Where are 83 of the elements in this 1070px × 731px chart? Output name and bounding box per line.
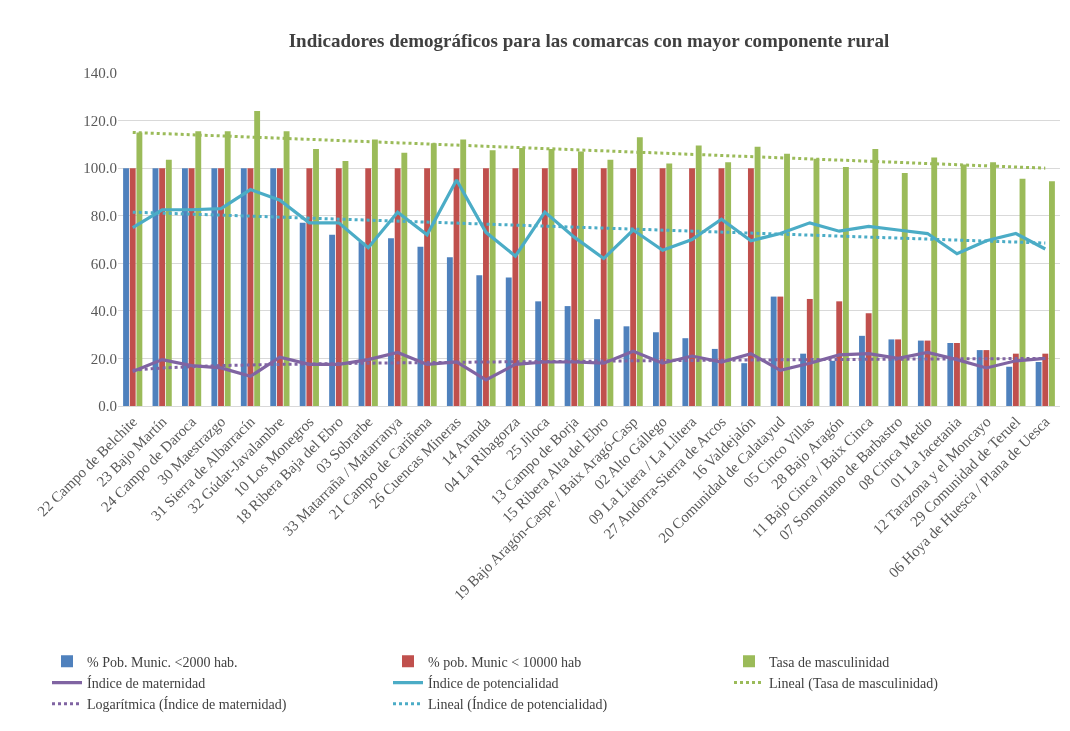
- legend-label: Lineal (Índice de potencialidad): [428, 696, 608, 714]
- bar: [270, 168, 277, 406]
- bar: [895, 339, 902, 406]
- legend-label: % pob. Munic < 10000 hab: [428, 654, 582, 670]
- bar: [181, 168, 188, 406]
- bar: [159, 168, 166, 406]
- bar: [800, 353, 807, 406]
- bar: [129, 168, 136, 406]
- bar: [564, 306, 571, 406]
- bar: [888, 339, 895, 406]
- legend-label: Lineal (Tasa de masculinidad): [769, 676, 939, 693]
- bar: [607, 159, 614, 406]
- legend-label: % Pob. Munic. <2000 hab.: [87, 654, 238, 670]
- legend-label: Tasa de masculinidad: [769, 654, 890, 670]
- bar: [806, 298, 813, 406]
- bar: [571, 168, 578, 406]
- bar: [777, 296, 784, 406]
- bar: [865, 313, 872, 406]
- y-tick-label: 20.0: [90, 350, 117, 367]
- bar: [630, 168, 637, 406]
- bar: [329, 234, 336, 406]
- line-series: [131, 178, 1047, 261]
- bar: [535, 301, 542, 406]
- bar: [335, 168, 342, 406]
- bar: [401, 152, 408, 406]
- bar: [306, 168, 313, 406]
- bar: [1042, 353, 1049, 406]
- bar: [689, 168, 695, 406]
- bar: [299, 222, 306, 406]
- bar: [313, 149, 319, 406]
- bar: [505, 277, 512, 406]
- bar: [489, 150, 496, 406]
- bar: [365, 168, 372, 406]
- bar: [836, 301, 843, 406]
- bar: [666, 163, 673, 406]
- y-tick-label: 140.0: [83, 65, 117, 82]
- bar: [483, 168, 489, 406]
- bar: [859, 335, 865, 406]
- bar: [123, 168, 129, 406]
- y-tick-label: 60.0: [90, 255, 117, 272]
- bar: [1035, 362, 1042, 406]
- bar: [1049, 181, 1055, 406]
- bar: [741, 363, 748, 406]
- bar: [652, 332, 659, 406]
- bar: [1012, 353, 1019, 406]
- y-tick-label: 0.0: [98, 398, 117, 415]
- bar: [976, 350, 983, 406]
- y-tick-label: 100.0: [83, 160, 117, 177]
- bar: [424, 168, 431, 406]
- legend-label: Índice de potencialidad: [428, 675, 559, 692]
- y-tick-label: 120.0: [83, 112, 117, 129]
- bar: [388, 238, 394, 406]
- bar: [1006, 366, 1013, 406]
- bar: [901, 172, 908, 406]
- legend-label: Índice de maternidad: [87, 675, 206, 692]
- bar: [711, 348, 718, 406]
- bar: [188, 168, 195, 406]
- y-tick-label: 80.0: [90, 207, 117, 224]
- bar: [476, 275, 483, 406]
- bar: [276, 168, 283, 406]
- bar: [747, 168, 754, 406]
- chart-title: Indicadores demográficos para las comarcas con mayor componente rural: [288, 29, 890, 51]
- bar: [682, 338, 689, 406]
- bar: [954, 342, 960, 406]
- y-tick-label: 40.0: [90, 303, 117, 320]
- bar: [211, 168, 218, 406]
- legend-label: Logarítmica (Índice de maternidad): [87, 696, 287, 714]
- bar: [659, 168, 666, 406]
- bar: [165, 159, 172, 406]
- bar: [594, 319, 600, 406]
- bar: [512, 168, 519, 406]
- bar: [842, 166, 849, 406]
- bar: [218, 168, 224, 406]
- bar: [446, 257, 453, 406]
- bar: [417, 246, 424, 406]
- bar: [917, 340, 924, 406]
- bar: [600, 168, 607, 406]
- bar: [394, 168, 401, 406]
- bar: [947, 342, 954, 406]
- bar: [240, 168, 247, 406]
- bar: [770, 296, 777, 406]
- bar: [725, 162, 732, 406]
- bar: [541, 168, 548, 406]
